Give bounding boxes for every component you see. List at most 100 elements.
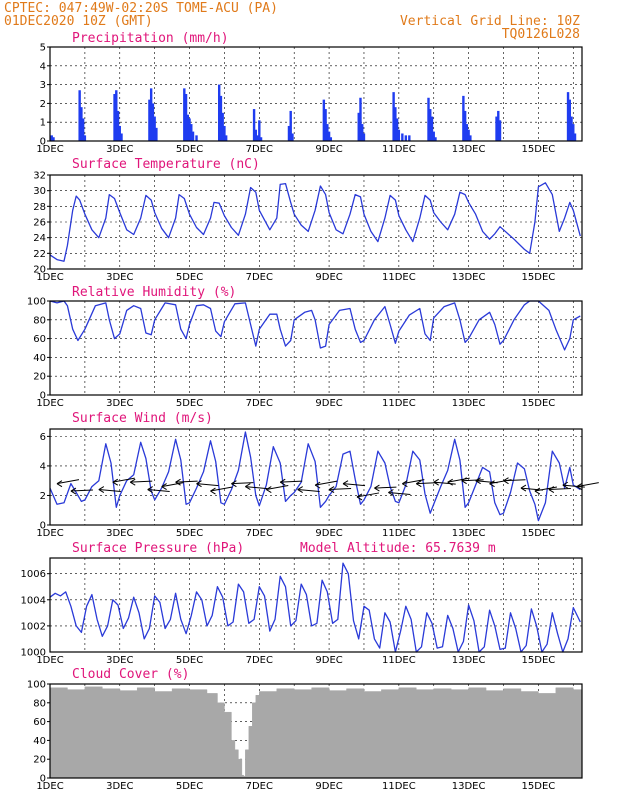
panel-frame <box>49 683 583 779</box>
wind-arrow <box>576 482 599 488</box>
wind-xtick-label: 11DEC <box>382 528 416 539</box>
header-model-code: TQ0126L028 <box>502 27 580 42</box>
humidity-xtick-label: 1DEC <box>36 398 63 409</box>
precip-bar <box>401 133 404 141</box>
wind-arrow <box>266 485 289 491</box>
precip-xtick-label: 11DEC <box>382 144 416 155</box>
temp-ytick-label: 20 <box>33 265 46 276</box>
wind-arrow <box>112 477 135 483</box>
precip-bar <box>191 131 195 141</box>
wind-arrow <box>98 489 121 493</box>
wind-arrow-head <box>562 481 569 489</box>
temp-xtick-label: 1DEC <box>36 272 63 283</box>
precip-bar <box>219 95 223 141</box>
wind-xtick-label: 9DEC <box>315 528 342 539</box>
temp-line <box>49 182 581 262</box>
precip-bar <box>256 135 259 141</box>
cloud-xtick-label: 15DEC <box>522 781 556 792</box>
humidity-ytick-label: 80 <box>33 315 46 326</box>
wind-xtick-label: 13DEC <box>452 528 486 539</box>
temp-xtick-label: 7DEC <box>246 272 273 283</box>
wind-arrow <box>447 477 470 483</box>
wind-arrow <box>175 480 198 483</box>
cloud-ytick-label: 0 <box>40 774 46 785</box>
humidity-ytick-label: 0 <box>40 391 46 402</box>
precip-bar <box>83 135 87 141</box>
wind-arrow-head <box>356 493 363 501</box>
precip-bar <box>115 90 118 141</box>
wind-arrow-head <box>245 483 251 491</box>
precip-xtick-label: 7DEC <box>246 144 273 155</box>
precip-bar <box>52 137 55 141</box>
wind-title: Surface Wind (m/s) <box>72 411 213 426</box>
pressure-xtick-label: 13DEC <box>452 655 486 666</box>
cloud-title: Cloud Cover (%) <box>72 667 189 682</box>
wind-arrow <box>56 479 80 485</box>
precip-bar <box>153 116 156 141</box>
cloud-xtick-label: 5DEC <box>176 781 203 792</box>
cloud-ytick-label: 100 <box>27 680 46 691</box>
precip-bar <box>258 120 261 141</box>
wind-arrow <box>461 479 484 482</box>
wind-arrow-head <box>388 489 394 496</box>
precip-bar <box>259 137 263 141</box>
precip-bar <box>573 133 577 141</box>
precip-xtick-label: 13DEC <box>452 144 486 155</box>
pressure-xtick-label: 3DEC <box>106 655 133 666</box>
wind-arrow <box>534 486 557 492</box>
panel-wind: 0 2 4 6 1DEC 3DEC 5DEC 7DEC 9DEC 11DEC 13DEC 15DEC S… <box>36 411 599 539</box>
precip-bar <box>188 118 191 141</box>
temp-xtick-label: 15DEC <box>522 272 556 283</box>
precip-bar <box>50 135 53 141</box>
precip-bar <box>183 88 186 141</box>
precip-bar <box>148 99 151 141</box>
precip-bar <box>429 109 432 141</box>
precip-bar <box>498 120 502 141</box>
wind-arrow <box>562 484 585 488</box>
precip-bar <box>357 112 360 141</box>
wind-arrow-head <box>520 484 527 492</box>
humidity-ytick-label: 100 <box>27 297 46 308</box>
wind-arrow-head <box>534 487 541 495</box>
wind-arrow <box>329 488 352 491</box>
wind-arrow-head <box>161 483 167 491</box>
humidity-title: Relative Humidity (%) <box>72 285 236 300</box>
precip-bar <box>120 133 123 141</box>
precip-xtick-label: 5DEC <box>176 144 203 155</box>
precip-bar <box>252 109 256 141</box>
wind-arrow <box>161 482 184 488</box>
wind-ytick-label: 4 <box>40 461 46 472</box>
wind-arrow-head <box>98 486 105 493</box>
precip-bar <box>113 94 116 141</box>
wind-arrow-head <box>374 484 380 492</box>
precip-bar <box>362 133 366 141</box>
wind-arrow-head <box>266 486 272 493</box>
cloud-xtick-label: 7DEC <box>246 781 273 792</box>
precip-bar <box>495 116 498 141</box>
precip-bar <box>190 124 193 141</box>
precip-bar <box>497 110 500 141</box>
precip-bar <box>394 107 397 141</box>
humidity-xtick-label: 15DEC <box>522 398 556 409</box>
precip-bar <box>184 94 188 141</box>
humidity-ytick-label: 40 <box>33 353 46 364</box>
precip-title: Precipitation (mm/h) <box>72 31 229 46</box>
precip-bar <box>116 110 120 141</box>
wind-arrow-head <box>447 478 453 486</box>
panel-frame <box>49 46 583 142</box>
temp-ytick-label: 30 <box>33 186 46 197</box>
wind-arrow <box>280 480 303 483</box>
precip-bar <box>327 131 331 141</box>
humidity-xtick-label: 3DEC <box>106 398 133 409</box>
precip-bar <box>195 135 198 141</box>
cloud-area <box>49 686 583 779</box>
pressure-line <box>49 562 581 653</box>
wind-arrow <box>315 480 338 486</box>
wind-arrow-head <box>328 486 335 493</box>
wind-line <box>49 431 581 522</box>
wind-xtick-label: 7DEC <box>246 528 273 539</box>
precip-bar <box>395 118 399 141</box>
precip-bar <box>434 137 437 141</box>
precip-ytick-label: 0 <box>40 137 46 148</box>
humidity-line <box>49 300 581 351</box>
